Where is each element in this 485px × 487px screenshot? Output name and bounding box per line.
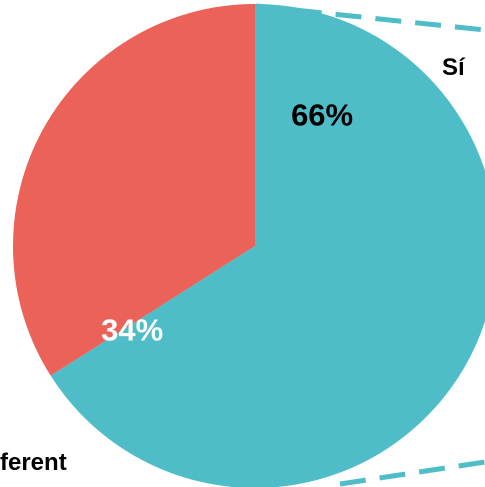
pie-value-labels: 66% 34% xyxy=(101,97,353,347)
connector-line-bottom xyxy=(339,459,485,487)
legend-label-si: Sí xyxy=(442,54,466,81)
pie-slice-1 xyxy=(50,4,485,487)
pie-slices xyxy=(12,4,485,487)
pie-value-label-2: 34% xyxy=(101,312,163,347)
legend-label-ferent: ferent xyxy=(0,449,67,476)
pie-value-label-1: 66% xyxy=(291,97,353,132)
pie-slice-2 xyxy=(12,4,256,376)
